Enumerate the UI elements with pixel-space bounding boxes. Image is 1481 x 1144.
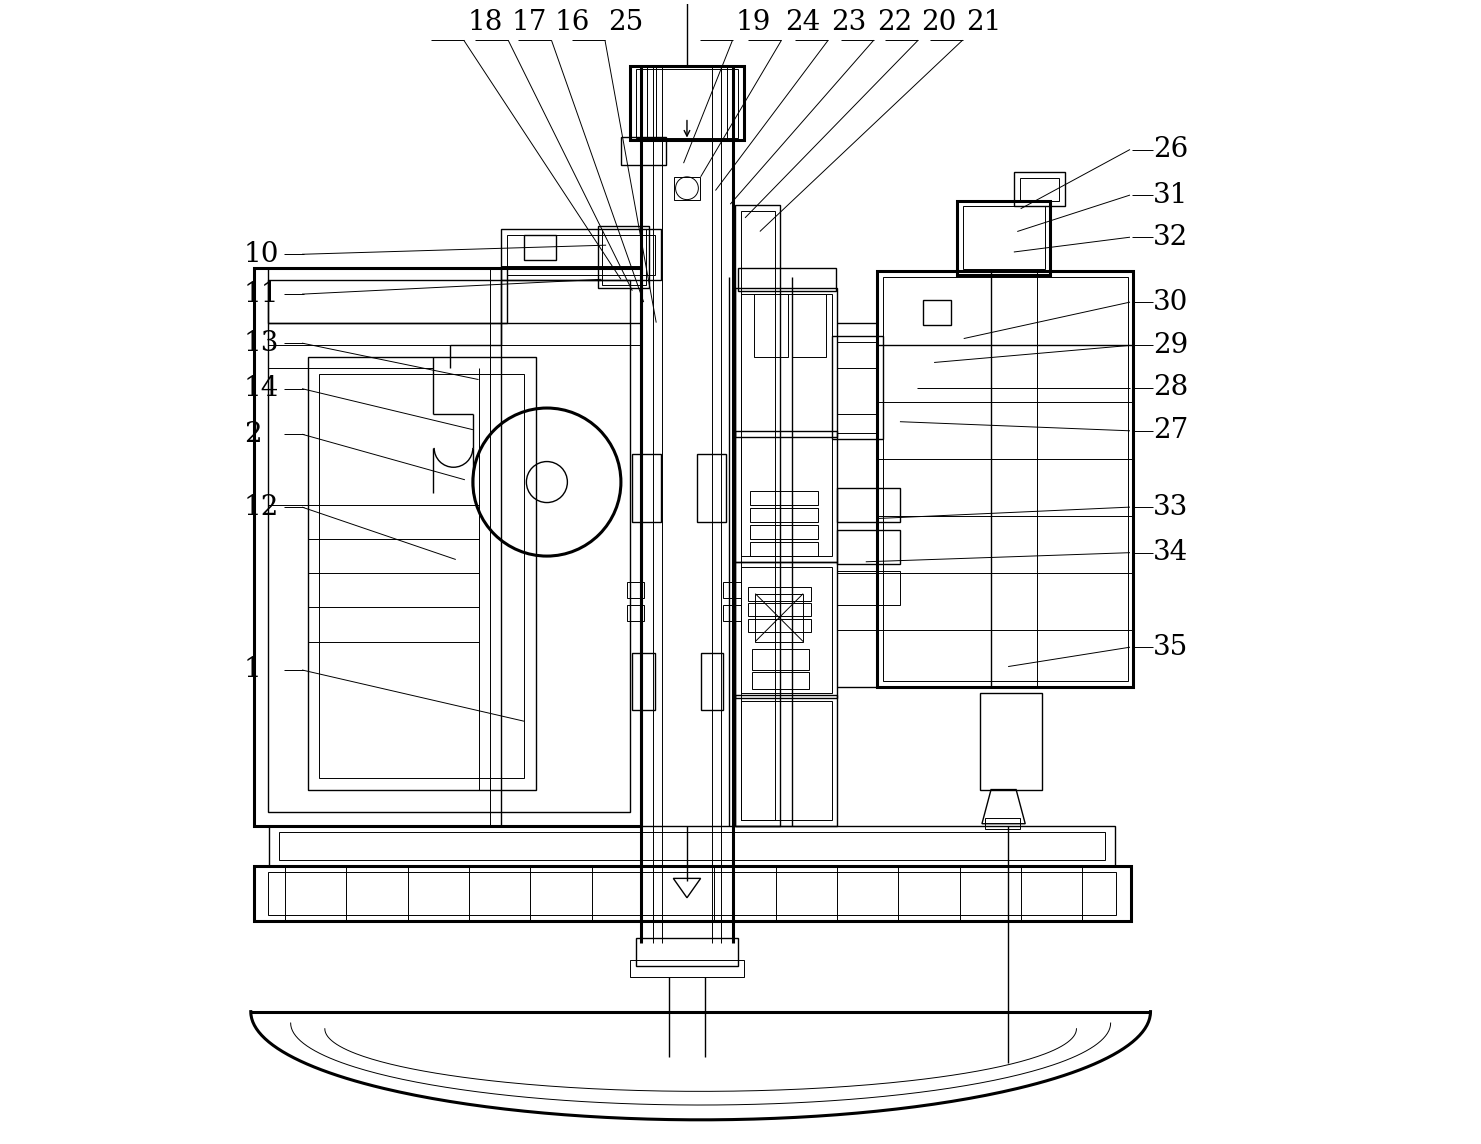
Text: 28: 28	[1152, 374, 1188, 402]
Bar	[754, 294, 788, 357]
Bar	[749, 542, 818, 556]
Bar	[837, 342, 877, 434]
Bar	[255, 866, 1131, 921]
Bar	[629, 961, 743, 977]
Bar	[748, 619, 812, 633]
Bar	[738, 268, 837, 291]
Text: 29: 29	[1152, 332, 1188, 359]
Text: 10: 10	[244, 240, 280, 268]
Text: 2: 2	[244, 421, 262, 447]
Bar	[308, 357, 536, 789]
Text: 27: 27	[1152, 418, 1188, 444]
Bar	[524, 235, 555, 260]
Bar	[507, 235, 655, 275]
Bar	[752, 673, 809, 690]
Bar	[979, 693, 1043, 789]
Bar	[740, 437, 832, 556]
Text: 26: 26	[1152, 136, 1188, 162]
Bar	[598, 225, 649, 288]
Bar	[749, 525, 818, 539]
Bar	[740, 294, 832, 431]
Bar	[740, 210, 775, 820]
Text: 12: 12	[244, 493, 280, 521]
Bar	[280, 832, 1105, 860]
Bar	[674, 177, 699, 199]
Bar	[792, 294, 826, 357]
Bar	[635, 938, 738, 966]
Bar	[735, 205, 780, 826]
Bar	[963, 206, 1044, 269]
Text: 18: 18	[467, 9, 502, 35]
Bar	[837, 571, 900, 605]
Bar	[735, 696, 837, 826]
Bar	[752, 650, 809, 670]
Bar	[632, 453, 661, 522]
Bar	[748, 603, 812, 617]
Bar	[268, 268, 507, 323]
Bar	[723, 605, 740, 621]
Bar	[877, 271, 1133, 688]
Text: 22: 22	[877, 9, 912, 35]
Text: 20: 20	[921, 9, 957, 35]
Text: 13: 13	[244, 329, 280, 357]
Bar	[621, 137, 666, 166]
Text: 33: 33	[1152, 493, 1188, 521]
Text: 1: 1	[244, 657, 262, 683]
Bar	[1019, 178, 1059, 200]
Bar	[698, 453, 726, 522]
Text: 30: 30	[1152, 288, 1188, 316]
Bar	[255, 268, 641, 826]
Bar	[923, 300, 951, 325]
Bar	[735, 562, 837, 699]
Bar	[318, 374, 524, 778]
Bar	[629, 66, 743, 141]
Bar	[883, 277, 1127, 682]
Text: 24: 24	[785, 9, 820, 35]
Bar	[1014, 173, 1065, 206]
Bar	[723, 582, 740, 598]
Text: 19: 19	[736, 9, 772, 35]
Bar	[748, 587, 812, 601]
Text: 23: 23	[832, 9, 866, 35]
Bar	[635, 69, 738, 138]
Bar	[626, 605, 644, 621]
Bar	[837, 530, 900, 564]
Text: 21: 21	[966, 9, 1001, 35]
Bar	[837, 487, 900, 522]
Bar	[735, 288, 837, 437]
Bar	[268, 280, 629, 812]
Text: 34: 34	[1152, 539, 1188, 566]
Bar	[755, 594, 803, 642]
Text: 25: 25	[609, 9, 644, 35]
Bar	[740, 567, 832, 693]
Text: 14: 14	[244, 375, 280, 403]
Bar	[749, 491, 818, 505]
Text: 17: 17	[511, 9, 546, 35]
Text: 35: 35	[1152, 634, 1188, 661]
Bar	[735, 431, 837, 562]
Bar	[740, 701, 832, 820]
Bar	[601, 229, 646, 285]
Bar	[626, 582, 644, 598]
Text: 31: 31	[1152, 182, 1188, 208]
Bar	[268, 872, 1117, 915]
Text: 11: 11	[244, 280, 280, 308]
Text: 16: 16	[555, 9, 591, 35]
Bar	[832, 336, 883, 439]
Bar	[701, 653, 723, 709]
Bar	[632, 653, 655, 709]
Text: 32: 32	[1152, 224, 1188, 251]
Bar	[502, 229, 661, 280]
Bar	[749, 508, 818, 522]
Bar	[270, 826, 1115, 866]
Bar	[985, 818, 1019, 829]
Bar	[957, 200, 1050, 275]
